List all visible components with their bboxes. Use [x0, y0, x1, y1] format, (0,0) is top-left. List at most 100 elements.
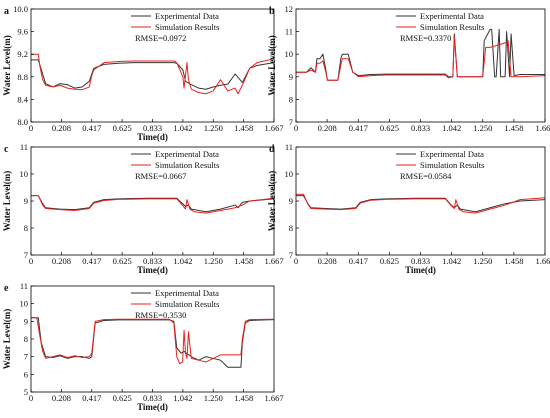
x-tick-label: 1.458	[234, 256, 253, 266]
x-tick-label: 0.208	[52, 393, 71, 403]
x-tick-label: 0.625	[380, 123, 399, 133]
y-tick-label: 7	[289, 117, 293, 127]
x-tick-label: 0	[294, 123, 298, 133]
x-tick-label: 1.250	[473, 123, 492, 133]
x-tick-label: 1.250	[204, 393, 223, 403]
x-tick-label: 0.208	[318, 256, 337, 266]
y-tick-label: 11	[20, 142, 28, 152]
y-tick-label: 8	[289, 94, 293, 104]
x-tick-label: 1.458	[504, 256, 523, 266]
x-tick-label: 0	[29, 123, 33, 133]
x-axis-label: Time(d)	[137, 402, 168, 412]
y-tick-label: 11	[285, 142, 293, 152]
x-tick-label: 0.417	[82, 123, 101, 133]
y-tick-label: 11	[20, 281, 28, 291]
x-tick-label: 0.625	[113, 123, 132, 133]
chart-panel-a: 0 0.208 0.417 0.625 0.833 1.042 1.250 1.458 1.66…	[2, 4, 284, 142]
chart-panel-c: 0 0.208 0.417 0.625 0.833 1.042 1.250 1.458 1.66…	[2, 142, 284, 275]
x-axis-label: Time(d)	[137, 132, 168, 142]
y-tick-label: 10	[285, 49, 294, 59]
series-line-simulation	[31, 317, 274, 365]
plot-frame	[30, 8, 275, 123]
x-tick-label: 1.042	[173, 123, 192, 133]
x-tick-label: 1.250	[204, 256, 223, 266]
legend-label-simulation: Simulation Results	[155, 22, 219, 32]
x-tick-label: 1.250	[473, 256, 492, 266]
y-tick-label: 7	[289, 250, 293, 260]
y-tick-label: 8	[289, 223, 293, 233]
y-tick-label: 8	[24, 334, 28, 344]
x-tick-label: 0.625	[113, 256, 132, 266]
series-line-experimental	[31, 59, 274, 90]
y-axis-label: Water Level(m)	[2, 171, 12, 232]
rmse-annotation: RMSE=0.3530	[135, 310, 186, 320]
legend-label-experimental: Experimental Data	[420, 11, 484, 21]
legend-label-experimental: Experimental Data	[155, 149, 219, 159]
y-tick-label: 9.2	[17, 49, 28, 59]
legend-label-experimental: Experimental Data	[420, 149, 484, 159]
y-tick-label: 8.0	[17, 117, 28, 127]
rmse-annotation: RMSE=0.3370	[400, 33, 451, 43]
x-tick-label: 1.042	[442, 123, 461, 133]
y-axis-label: Water Level(m)	[2, 35, 12, 96]
x-tick-label: 1.667	[535, 256, 550, 266]
y-tick-label: 11	[285, 27, 293, 37]
series-line-simulation	[296, 35, 545, 81]
x-tick-label: 1.667	[535, 123, 550, 133]
x-tick-label: 1.667	[264, 393, 283, 403]
legend-label-simulation: Simulation Results	[420, 160, 484, 170]
y-tick-label: 8.4	[17, 94, 28, 104]
series-line-simulation	[296, 193, 545, 214]
y-tick-label: 7	[24, 250, 28, 260]
x-tick-label: 0.833	[411, 123, 430, 133]
x-tick-label: 0.833	[143, 256, 162, 266]
y-tick-label: 9.6	[17, 27, 28, 37]
x-tick-label: 0.417	[349, 123, 368, 133]
plot-frame	[30, 146, 275, 256]
x-tick-label: 0	[29, 393, 33, 403]
y-tick-label: 9	[289, 72, 293, 82]
y-tick-label: 12	[285, 4, 294, 14]
panel-label: b	[269, 6, 275, 17]
x-tick-label: 1.458	[234, 393, 253, 403]
y-tick-label: 10.0	[13, 4, 28, 14]
series-line-simulation	[31, 195, 274, 214]
series-line-experimental	[296, 195, 545, 213]
plot-frame	[30, 285, 275, 393]
x-tick-label: 0	[294, 256, 298, 266]
x-tick-label: 0.208	[318, 123, 337, 133]
chart-panel-e: 0 0.208 0.417 0.625 0.833 1.042 1.250 1.458 1.66…	[2, 281, 284, 412]
series-line-experimental	[31, 195, 274, 213]
rmse-annotation: RMSE=0.0667	[135, 171, 186, 181]
panel-label: c	[4, 144, 9, 155]
y-axis-label: Water Level(m)	[267, 35, 277, 96]
x-tick-label: 0.625	[113, 393, 132, 403]
y-tick-label: 10	[20, 299, 29, 309]
legend-label-simulation: Simulation Results	[420, 22, 484, 32]
y-axis-label: Water Level(m)	[2, 309, 12, 370]
rmse-annotation: RMSE=0.0972	[135, 33, 186, 43]
panel-label: e	[4, 283, 9, 294]
x-tick-label: 0.208	[52, 256, 71, 266]
panel-label: a	[4, 6, 9, 17]
x-tick-label: 0.833	[143, 123, 162, 133]
series-line-simulation	[31, 53, 274, 95]
series-line-experimental	[31, 317, 274, 368]
x-tick-label: 1.042	[442, 256, 461, 266]
legend-label-simulation: Simulation Results	[155, 299, 219, 309]
y-tick-label: 7	[24, 352, 28, 362]
y-tick-label: 9	[289, 196, 293, 206]
x-tick-label: 1.042	[173, 393, 192, 403]
x-tick-label: 1.667	[264, 256, 283, 266]
x-tick-label: 0.208	[52, 123, 71, 133]
legend-label-experimental: Experimental Data	[155, 288, 219, 298]
panel-label: d	[269, 144, 275, 155]
y-tick-label: 9	[24, 196, 28, 206]
x-tick-label: 0.833	[143, 393, 162, 403]
legend-label-simulation: Simulation Results	[155, 160, 219, 170]
y-tick-label: 8	[24, 223, 28, 233]
x-tick-label: 0.625	[380, 256, 399, 266]
chart-panel-d: 0 0.208 0.417 0.625 0.833 1.042 1.250 1.458 1.66…	[267, 142, 550, 275]
y-tick-label: 9	[24, 316, 28, 326]
x-tick-label: 0.417	[82, 256, 101, 266]
